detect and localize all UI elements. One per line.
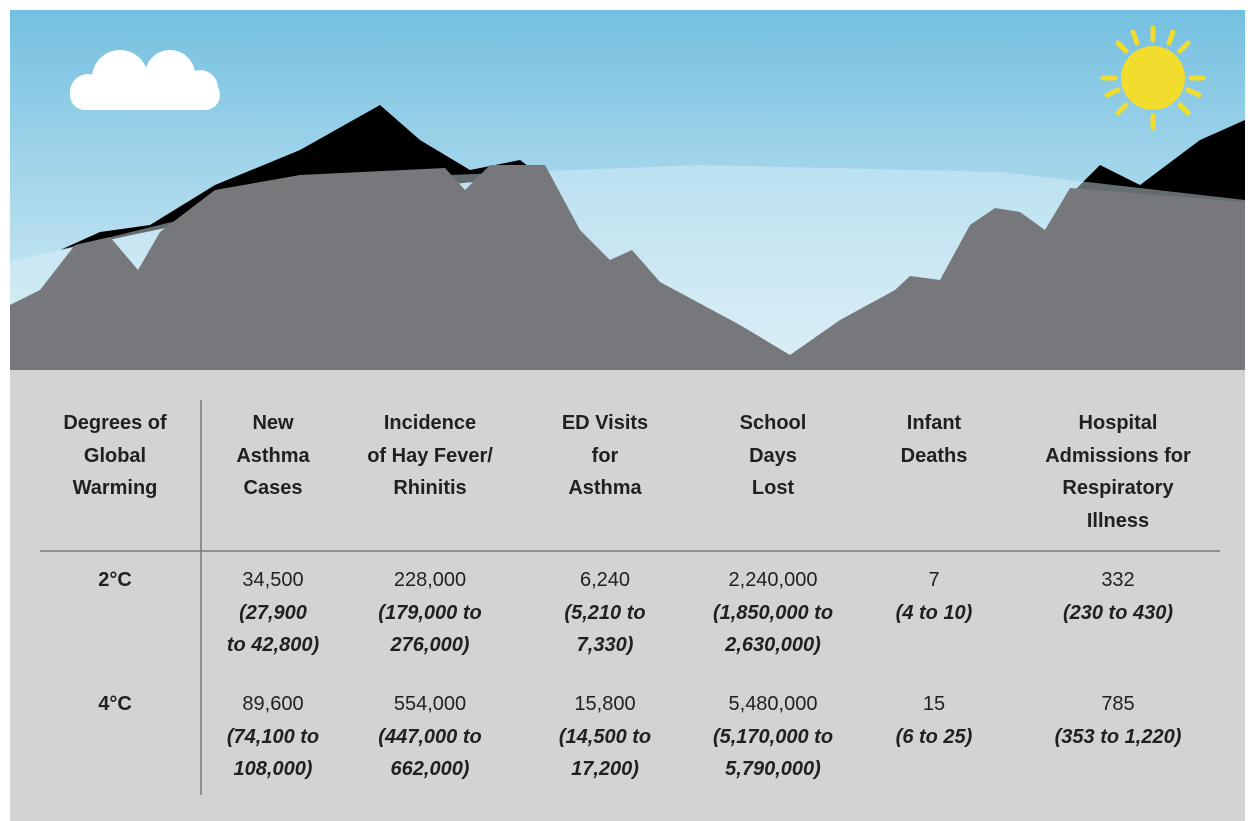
column-header: Lost (751, 477, 795, 499)
landscape-illustration (10, 10, 1245, 370)
column-header: Infant (906, 412, 962, 434)
cell-value: 554,000 (393, 693, 467, 715)
cell-range: (230 to 430) (1062, 601, 1174, 624)
cell-range: (5,210 to (564, 601, 646, 624)
dark-mountains (60, 105, 1245, 250)
column-header: Rhinitis (393, 477, 467, 499)
cell-value: 2,240,000 (728, 569, 818, 591)
cell-value: 228,000 (393, 569, 467, 591)
cell-range: 662,000) (390, 758, 470, 780)
cell-value: 5,480,000 (728, 693, 818, 715)
column-header: Illness (1086, 509, 1150, 532)
cell-value: 15,800 (574, 693, 636, 715)
cell-range: (353 to 1,220) (1054, 725, 1182, 748)
cell-range: 5,790,000) (725, 758, 821, 780)
cell-value: 6,240 (579, 569, 631, 591)
column-header: Hospital (1078, 412, 1158, 434)
column-header: Days (749, 444, 797, 467)
cell-value: 785 (1101, 693, 1135, 715)
gray-mountains (10, 165, 1245, 370)
cell-range: (27,900 (239, 601, 307, 624)
data-table: Degrees of Global Warming New Asthma Cases Inc… (10, 370, 1245, 821)
cell-range: 2,630,000) (725, 634, 821, 656)
cell-range: (4 to 10) (895, 601, 973, 624)
cell-value: 34,500 (242, 569, 304, 591)
cell-range: 108,000) (233, 758, 313, 780)
column-header: School (739, 412, 807, 434)
column-header: of Hay Fever/ (367, 444, 493, 467)
column-header: Degrees of (63, 412, 167, 434)
cell-value: 332 (1101, 569, 1135, 591)
cell-range: 276,000) (390, 634, 470, 656)
column-header: Asthma (236, 444, 310, 467)
table-rules (40, 400, 1220, 795)
column-header: ED Visits (561, 412, 649, 434)
cell-range: (14,500 to (558, 725, 652, 748)
row-label: 4°C (98, 693, 132, 715)
column-header: Cases (243, 477, 303, 499)
cell-range: (447,000 to (378, 725, 482, 748)
column-header: Deaths (900, 444, 968, 467)
cell-value: 15 (922, 693, 946, 715)
cell-range: 7,330) (576, 634, 634, 656)
column-header: Respiratory (1062, 477, 1174, 499)
column-header: for (591, 444, 619, 467)
column-header: Warming (72, 477, 158, 499)
cell-value: 89,600 (242, 693, 304, 715)
cell-range: (5,170,000 to (712, 725, 834, 748)
column-header: Incidence (383, 412, 477, 434)
cell-range: to 42,800) (226, 634, 320, 656)
row-label: 2°C (98, 569, 132, 591)
cell-range: (6 to 25) (895, 725, 973, 748)
cell-range: (179,000 to (378, 601, 482, 624)
column-header: Asthma (568, 477, 642, 499)
column-header: New (252, 412, 294, 434)
cell-range: 17,200) (571, 758, 639, 780)
cell-range: (1,850,000 to (712, 601, 834, 624)
column-header: Admissions for (1045, 444, 1191, 467)
cell-range: (74,100 to (226, 725, 320, 748)
cloud (70, 50, 220, 110)
cell-value: 7 (928, 569, 940, 591)
sun (1100, 25, 1206, 131)
column-header: Global (83, 444, 147, 467)
